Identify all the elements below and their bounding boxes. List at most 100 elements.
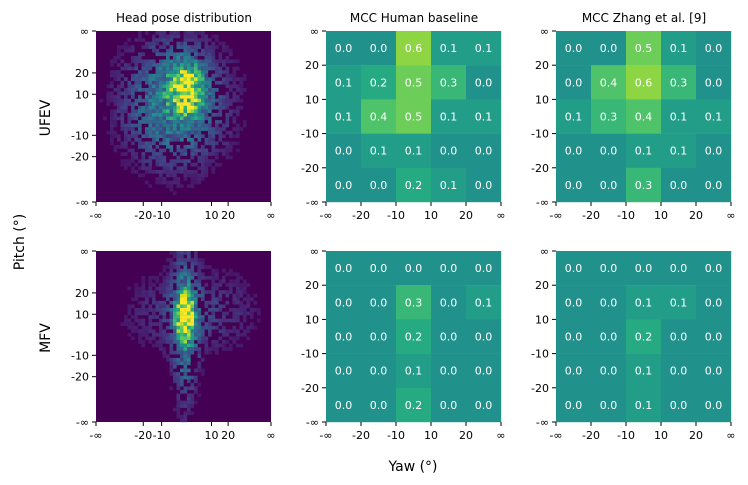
heatmap-cell xyxy=(661,65,697,100)
title-mcc-zhang: MCC Zhang et al. [9] xyxy=(582,11,706,25)
histogram-bin xyxy=(173,116,177,121)
histogram-bin xyxy=(162,159,167,163)
histogram-bin xyxy=(243,315,247,319)
cell-value: 0.3 xyxy=(405,296,423,309)
histogram-bin xyxy=(176,137,181,142)
histogram-bin xyxy=(173,66,177,71)
histogram-bin xyxy=(253,293,258,298)
histogram-bin xyxy=(176,332,181,337)
histogram-bin xyxy=(194,34,198,39)
histogram-bin xyxy=(176,63,181,67)
histogram-bin xyxy=(159,332,163,337)
histogram-bin xyxy=(155,275,160,280)
heatmap-cell xyxy=(591,353,627,388)
histogram-bin xyxy=(166,137,170,142)
histogram-bin xyxy=(208,66,212,71)
histogram-bin xyxy=(208,55,212,60)
histogram-bin xyxy=(138,88,142,92)
histogram-bin xyxy=(204,283,209,287)
histogram-bin xyxy=(131,91,135,96)
histogram-bin xyxy=(190,265,195,269)
histogram-bin xyxy=(239,325,244,330)
histogram-bin xyxy=(232,272,237,277)
histogram-bin xyxy=(131,95,135,99)
histogram-bin xyxy=(145,59,149,64)
histogram-bin xyxy=(148,130,153,135)
y-tick-label: -∞ xyxy=(306,196,319,209)
histogram-bin xyxy=(124,123,128,128)
histogram-bin xyxy=(180,148,184,153)
histogram-bin xyxy=(141,105,146,110)
histogram-bin xyxy=(124,48,128,53)
histogram-bin xyxy=(176,98,181,103)
x-tick-label: 20 xyxy=(459,429,473,442)
histogram-bin xyxy=(138,336,142,341)
y-tick-label: 20 xyxy=(75,67,89,80)
histogram-bin xyxy=(208,265,212,269)
histogram-bin xyxy=(124,127,128,131)
histogram-bin xyxy=(208,63,212,67)
histogram-bin xyxy=(131,141,135,146)
histogram-bin xyxy=(208,300,212,305)
histogram-bin xyxy=(218,137,223,142)
cell-value: 0.0 xyxy=(635,262,653,275)
histogram-bin xyxy=(204,322,209,326)
histogram-bin xyxy=(194,177,198,181)
histogram-bin xyxy=(225,155,230,160)
histogram-bin xyxy=(138,55,142,60)
histogram-bin xyxy=(113,59,118,64)
histogram-bin xyxy=(201,52,205,57)
histogram-bin xyxy=(176,91,181,96)
histogram-bin xyxy=(232,134,237,139)
histogram-bin xyxy=(145,70,149,74)
histogram-bin xyxy=(169,91,174,96)
histogram-bin xyxy=(159,116,163,121)
histogram-bin xyxy=(236,123,240,128)
histogram-bin xyxy=(162,350,167,355)
y-axis-label: Pitch (°) xyxy=(12,214,28,270)
histogram-bin xyxy=(138,38,142,42)
y-tick-label: 10 xyxy=(305,93,319,106)
histogram-bin xyxy=(159,95,163,99)
histogram-bin xyxy=(120,102,125,106)
heatmap-cell xyxy=(556,99,592,134)
histogram-bin xyxy=(183,31,188,35)
y-tick-label: -∞ xyxy=(536,196,549,209)
histogram-bin xyxy=(201,109,205,114)
histogram-bin xyxy=(197,368,202,373)
x-tick-label: -∞ xyxy=(319,209,332,222)
histogram-bin xyxy=(131,88,135,92)
histogram-bin xyxy=(229,88,233,92)
histogram-bin xyxy=(194,311,198,316)
histogram-bin xyxy=(225,272,230,277)
histogram-bin xyxy=(166,80,170,85)
histogram-bin xyxy=(187,336,191,341)
histogram-bin xyxy=(159,311,163,316)
histogram-bin xyxy=(215,350,219,355)
histogram-bin xyxy=(176,52,181,57)
histogram-bin xyxy=(145,141,149,146)
histogram-bin xyxy=(162,102,167,106)
histogram-bin xyxy=(152,48,156,53)
histogram-bin xyxy=(141,66,146,71)
histogram-bin xyxy=(127,45,132,49)
histogram-bin xyxy=(197,80,202,85)
histogram-bin xyxy=(197,354,202,359)
histogram-bin xyxy=(180,418,184,423)
histogram-bin xyxy=(141,166,146,171)
heatmap-cell xyxy=(626,285,662,320)
histogram-bin xyxy=(190,184,195,188)
histogram-bin xyxy=(204,66,209,71)
histogram-bin xyxy=(208,137,212,142)
histogram-bin xyxy=(134,325,139,330)
histogram-bin xyxy=(173,98,177,103)
histogram-bin xyxy=(194,130,198,135)
histogram-bin xyxy=(162,329,167,334)
x-tick-label: 10 xyxy=(205,429,219,442)
mcc-grid-1: 0.0 0.0 0.6 0.1 0.10.1 0.2 0.5 0.3 0.00.1 0.4 0.5 0… xyxy=(326,31,502,203)
histogram-bin xyxy=(173,315,177,319)
cell-value: 0.0 xyxy=(670,331,688,344)
histogram-bin xyxy=(204,88,209,92)
histogram-bin xyxy=(187,311,191,316)
histogram-bin xyxy=(120,162,125,167)
